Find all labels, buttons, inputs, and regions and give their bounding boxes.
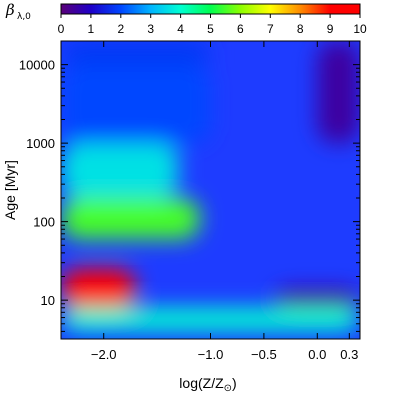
y-tick-label: 100	[33, 215, 55, 230]
x-axis-label-sub: ⊙	[224, 383, 232, 394]
heatmap-region	[61, 41, 211, 65]
x-tick-label: 0.0	[308, 347, 326, 362]
x-tick-label: −2.0	[91, 347, 117, 362]
heatmap-region	[61, 307, 360, 332]
x-axis: −2.0 −1.0 −0.5 0.0 0.3	[91, 41, 358, 362]
colorbar-tick-label: 6	[237, 22, 244, 36]
heatmap-region	[61, 64, 211, 144]
heatmap-region	[61, 143, 179, 199]
y-axis-label: Age [Myr]	[2, 160, 18, 220]
colorbar: β λ,0 0 1 2 3 4 5 6 7 8 9 10	[5, 1, 367, 36]
heatmap-region	[274, 288, 360, 308]
y-tick-label: 1000	[26, 136, 55, 151]
colorbar-tick-label: 5	[207, 22, 214, 36]
colorbar-tick-label: 9	[327, 22, 334, 36]
x-tick-label: 0.3	[340, 347, 358, 362]
colorbar-tick-label: 2	[117, 22, 124, 36]
colorbar-tick-label: 7	[267, 22, 274, 36]
colorbar-bar	[60, 3, 361, 15]
x-tick-label: −0.5	[251, 347, 277, 362]
colorbar-symbol: β	[5, 1, 15, 19]
colorbar-tick-label: 8	[297, 22, 304, 36]
x-tick-label: −1.0	[198, 347, 224, 362]
x-axis-label-close: )	[232, 375, 237, 391]
heatmap-region	[61, 268, 136, 308]
colorbar-symbol-subscript: λ,0	[17, 12, 31, 22]
y-axis: 10 100 1000 10000	[19, 40, 360, 332]
heatmap-region	[317, 41, 360, 144]
colorbar-tick-label: 3	[147, 22, 154, 36]
x-axis-label-main: log(Z/Z	[179, 375, 224, 391]
y-tick-label: 10	[41, 293, 55, 308]
x-axis-label: log(Z/Z⊙)	[179, 375, 236, 394]
colorbar-ticks: 0 1 2 3 4 5 6 7 8 9 10	[58, 14, 367, 36]
heatmap-regions	[61, 41, 360, 332]
y-tick-label: 10000	[19, 58, 55, 73]
heatmap-plot: −2.0 −1.0 −0.5 0.0 0.3 10 100 1000 10000	[19, 40, 361, 362]
colorbar-tick-label: 4	[177, 22, 184, 36]
colorbar-tick-label: 0	[58, 22, 65, 36]
colorbar-tick-label: 10	[353, 22, 367, 36]
heatmap-region	[61, 198, 200, 240]
colorbar-tick-label: 1	[88, 22, 95, 36]
